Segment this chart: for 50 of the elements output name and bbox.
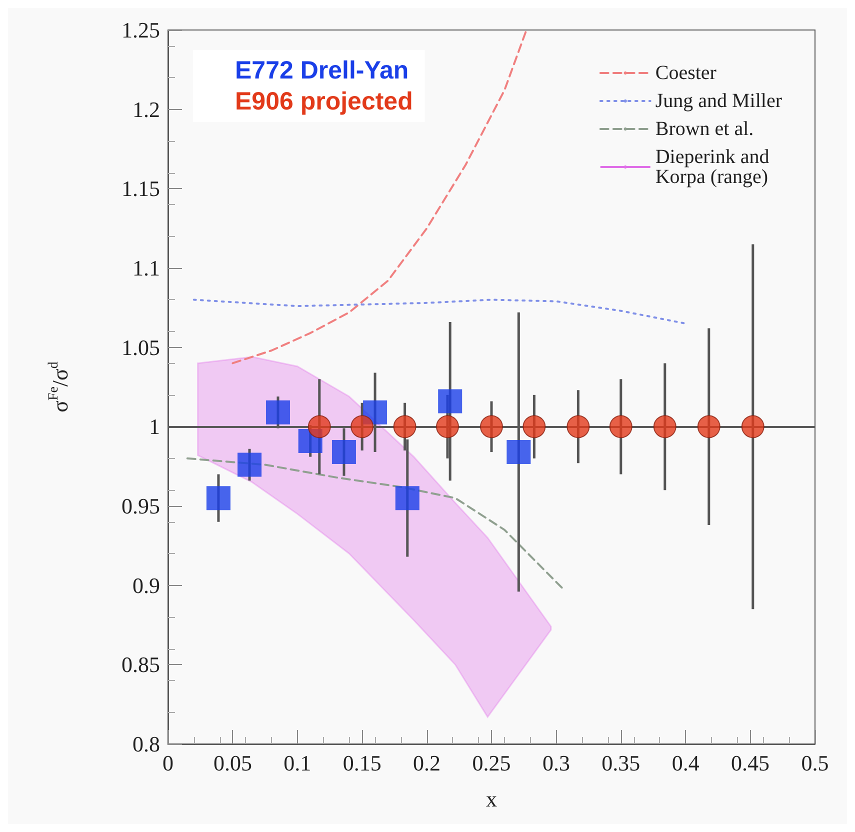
point [522,415,546,438]
point [395,486,420,510]
x-tick-label: 0 [162,750,174,776]
point [697,415,720,438]
point [393,415,416,438]
y-tick-label: 0.95 [122,494,160,518]
point [506,440,531,464]
x-tick-label: 0.45 [731,750,770,776]
point [653,415,676,438]
line-series [186,457,564,590]
y-tick-label: 1.25 [122,18,160,42]
point [266,400,290,424]
line-series [232,29,528,364]
legend-label: Jung and Miller [655,90,782,112]
legend-label: Dieperink and Korpa (range) [655,146,774,188]
point [308,415,331,438]
y-tick-label: 1.15 [122,176,160,202]
x-axis-title: x [486,786,497,812]
point [480,415,503,438]
y-tick-label: 1.1 [132,256,160,280]
point [206,486,230,510]
y-tick-label: 0.8 [132,732,160,756]
point [350,415,374,438]
x-tick-label: 0.3 [542,750,570,776]
legend-label: Brown et al. [655,118,754,140]
point [332,440,356,464]
x-tick-label: 0.5 [801,750,829,776]
text: E772 Drell-Yan [235,56,409,84]
x-tick-label: 0.35 [602,750,640,776]
point [609,415,632,438]
x-tick-label: 0.15 [342,750,382,776]
x-tick-label: 0.05 [213,750,252,776]
y-tick-label: 0.9 [132,572,160,598]
y-tick-label: 1.2 [132,96,160,122]
point [566,415,590,438]
point [438,389,462,414]
point [436,415,460,438]
legend-label: Coester [655,62,717,84]
y-tick-label: 0.85 [122,652,160,678]
point [238,452,262,477]
x-tick-label: 0.1 [284,750,312,776]
point [741,415,764,438]
y-tick-label: 1.05 [122,334,160,360]
line-series [192,298,687,325]
y-axis-title: σFe/σd [46,362,72,412]
y-tick-label: 1 [149,414,160,440]
x-tick-label: 0.25 [472,750,511,776]
x-tick-label: 0.2 [413,750,441,776]
text: E906 projected [235,88,413,116]
x-tick-label: 0.4 [672,750,700,776]
